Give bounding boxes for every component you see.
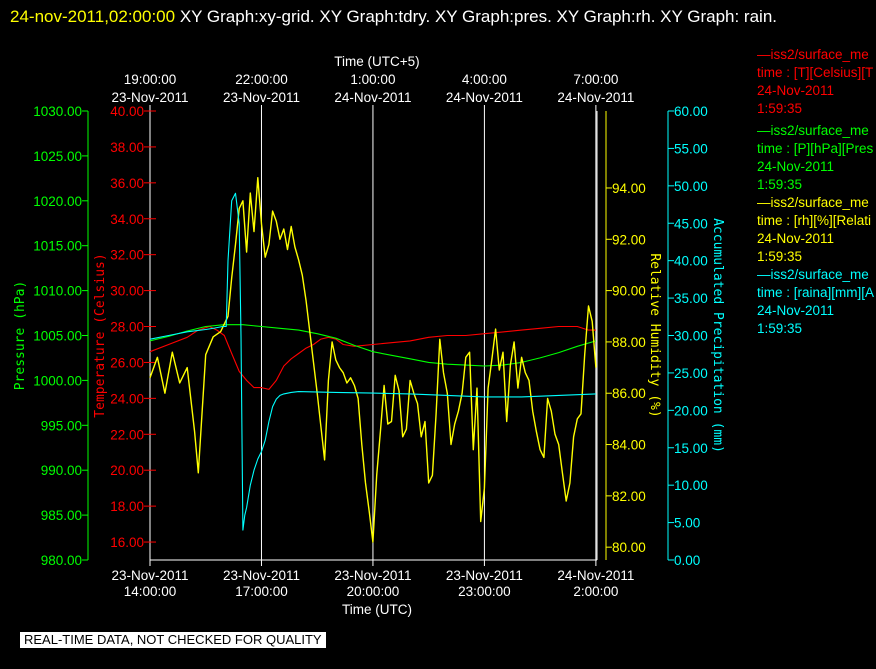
x-tick-label-time: 20:00:00: [347, 584, 400, 599]
series-line-humidity: [149, 176, 597, 543]
x-tick-label-date: 23-Nov-2011: [223, 568, 300, 583]
rain-tick-label: 55.00: [674, 141, 708, 156]
legend-temperature-line2: time : [T][Celsius][T: [757, 65, 874, 80]
legend-rain-line2: time : [raina][mm][A: [757, 285, 875, 300]
rain-tick-label: 20.00: [674, 403, 708, 418]
x-top-tick-label-time: 1:00:00: [350, 72, 395, 87]
temperature-tick-label: 16.00: [110, 535, 144, 550]
pressure-tick-label: 1015.00: [33, 239, 82, 254]
legend-humidity-line2: time : [rh][%][Relati: [757, 213, 872, 228]
rain-axis-title: Accumulated Precipitation (mm): [710, 218, 725, 453]
humidity-tick-label: 88.00: [612, 335, 646, 350]
rain-tick-label: 40.00: [674, 254, 708, 269]
rain-tick-label: 10.00: [674, 478, 708, 493]
humidity-tick-label: 82.00: [612, 489, 646, 504]
temperature-tick-label: 30.00: [110, 284, 144, 299]
humidity-tick-label: 94.00: [612, 181, 646, 196]
temperature-tick-label: 20.00: [110, 463, 144, 478]
legend-entry-rain: —iss2/surface_me time : [raina][mm][A 24…: [757, 266, 876, 338]
pressure-tick-label: 1010.00: [33, 284, 82, 299]
legend-pressure-time: 1:59:35: [757, 177, 803, 192]
series-line-temperature: [149, 325, 596, 390]
x-top-tick-label-date: 24-Nov-2011: [446, 90, 523, 105]
rain-tick-label: 0.00: [674, 553, 700, 568]
pressure-tick-label: 1020.00: [33, 194, 82, 209]
rain-tick-label: 25.00: [674, 366, 708, 381]
legend-rain-line1: —iss2/surface_me: [757, 267, 869, 282]
x-tick-label-date: 23-Nov-2011: [446, 568, 523, 583]
temperature-tick-label: 40.00: [110, 104, 144, 119]
legend-entry-temperature: —iss2/surface_me time : [T][Celsius][T 2…: [757, 46, 876, 118]
temperature-axis-title: Temperature (Celsius): [93, 253, 108, 417]
pressure-tick-label: 1005.00: [33, 329, 82, 344]
x-tick-label-date: 23-Nov-2011: [111, 568, 188, 583]
legend-temperature-time: 1:59:35: [757, 101, 803, 116]
temperature-tick-label: 36.00: [110, 176, 144, 191]
legend-entry-humidity: —iss2/surface_me time : [rh][%][Relati 2…: [757, 194, 876, 266]
humidity-tick-label: 84.00: [612, 438, 646, 453]
pressure-tick-label: 990.00: [41, 463, 82, 478]
header-graph-titles: XY Graph:xy-grid. XY Graph:tdry. XY Grap…: [175, 7, 778, 26]
temperature-tick-label: 32.00: [110, 248, 144, 263]
header-timestamp: 24-nov-2011,02:00:00: [10, 7, 176, 26]
pressure-tick-label: 1000.00: [33, 373, 82, 388]
series-line-rain: [149, 192, 596, 531]
pressure-tick-label: 995.00: [41, 418, 82, 433]
rain-tick-label: 30.00: [674, 329, 708, 344]
humidity-tick-label: 86.00: [612, 386, 646, 401]
chart-header: 24-nov-2011,02:00:00 XY Graph:xy-grid. X…: [10, 2, 860, 31]
x-axis-label-top: Time (UTC+5): [334, 54, 419, 69]
legend-humidity-time: 1:59:35: [757, 249, 803, 264]
humidity-axis-title: Relative Humidity (%): [647, 253, 662, 417]
legend-entry-pressure: —iss2/surface_me time : [P][hPa][Pres 24…: [757, 122, 876, 194]
pressure-tick-label: 980.00: [41, 553, 82, 568]
x-tick-label-time: 23:00:00: [458, 584, 511, 599]
legend-temperature-date: 24-Nov-2011: [757, 83, 835, 98]
rain-tick-label: 50.00: [674, 179, 708, 194]
legend-pressure-line2: time : [P][hPa][Pres: [757, 141, 874, 156]
legend-pressure-line1: —iss2/surface_me: [757, 123, 869, 138]
temperature-tick-label: 26.00: [110, 355, 144, 370]
temperature-tick-label: 34.00: [110, 212, 144, 227]
humidity-tick-label: 92.00: [612, 232, 646, 247]
temperature-tick-label: 18.00: [110, 499, 144, 514]
temperature-tick-label: 38.00: [110, 140, 144, 155]
legend-pressure-date: 24-Nov-2011: [757, 159, 835, 174]
humidity-tick-label: 90.00: [612, 284, 646, 299]
temperature-tick-label: 28.00: [110, 320, 144, 335]
x-top-tick-label-date: 23-Nov-2011: [111, 90, 188, 105]
legend-rain-date: 24-Nov-2011: [757, 303, 835, 318]
humidity-tick-label: 80.00: [612, 540, 646, 555]
quality-disclaimer: REAL-TIME DATA, NOT CHECKED FOR QUALITY: [20, 632, 326, 648]
x-tick-label-time: 17:00:00: [235, 584, 288, 599]
pressure-axis-title: Pressure (hPa): [13, 281, 28, 391]
x-top-tick-label-date: 23-Nov-2011: [223, 90, 300, 105]
x-tick-label-time: 14:00:00: [124, 584, 177, 599]
pressure-tick-label: 1025.00: [33, 149, 82, 164]
x-axis-label-bottom: Time (UTC): [342, 602, 412, 617]
rain-tick-label: 15.00: [674, 441, 708, 456]
pressure-tick-label: 985.00: [41, 508, 82, 523]
legend-temperature-line1: —iss2/surface_me: [757, 47, 869, 62]
x-top-tick-label-time: 19:00:00: [124, 72, 177, 87]
rain-tick-label: 35.00: [674, 291, 708, 306]
temperature-tick-label: 22.00: [110, 427, 144, 442]
rain-tick-label: 45.00: [674, 216, 708, 231]
x-tick-label-date: 23-Nov-2011: [334, 568, 411, 583]
x-top-tick-label-date: 24-Nov-2011: [557, 90, 634, 105]
legend-rain-time: 1:59:35: [757, 321, 803, 336]
x-top-tick-label-date: 24-Nov-2011: [334, 90, 411, 105]
x-tick-label-date: 24-Nov-2011: [557, 568, 634, 583]
x-top-tick-label-time: 7:00:00: [573, 72, 618, 87]
legend-humidity-line1: —iss2/surface_me: [757, 195, 869, 210]
x-top-tick-label-time: 22:00:00: [235, 72, 288, 87]
rain-tick-label: 5.00: [674, 516, 700, 531]
pressure-tick-label: 1030.00: [33, 104, 82, 119]
rain-tick-label: 60.00: [674, 104, 708, 119]
x-tick-label-time: 2:00:00: [573, 584, 618, 599]
x-top-tick-label-time: 4:00:00: [462, 72, 507, 87]
legend-humidity-date: 24-Nov-2011: [757, 231, 835, 246]
temperature-tick-label: 24.00: [110, 391, 144, 406]
